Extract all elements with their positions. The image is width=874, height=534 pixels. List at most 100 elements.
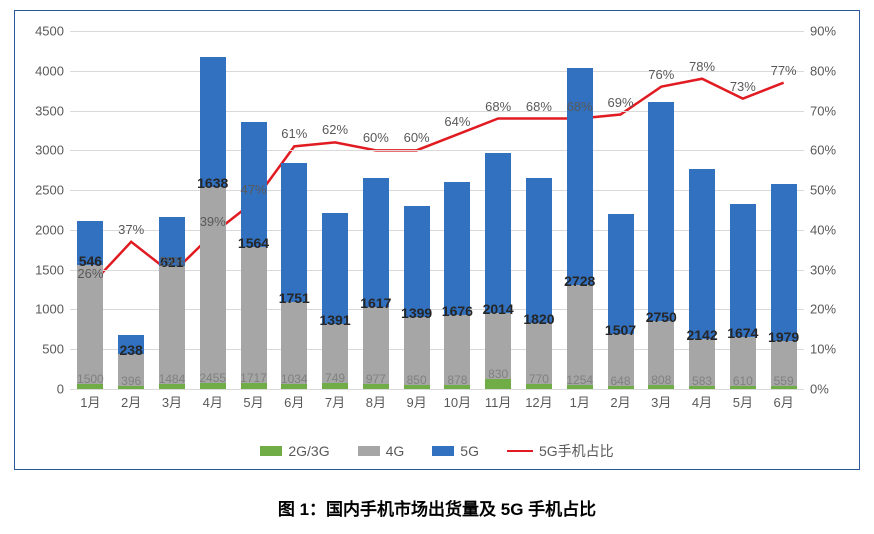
value-label-4g: 830 bbox=[488, 367, 508, 381]
pct-label: 61% bbox=[281, 126, 307, 141]
y-left-tick: 500 bbox=[42, 342, 70, 357]
x-tick: 6月 bbox=[284, 392, 304, 411]
value-label-4g: 648 bbox=[610, 374, 630, 388]
legend-item-4g: 4G bbox=[358, 441, 405, 461]
pct-label: 60% bbox=[363, 130, 389, 145]
bar-5g bbox=[485, 153, 511, 313]
value-label-5g: 1751 bbox=[279, 290, 310, 306]
pct-label: 69% bbox=[607, 95, 633, 110]
y-right-tick: 70% bbox=[804, 103, 836, 118]
y-right-tick: 90% bbox=[804, 24, 836, 39]
value-label-4g: 977 bbox=[366, 372, 386, 386]
y-left-tick: 1500 bbox=[35, 262, 70, 277]
pct-label: 76% bbox=[648, 67, 674, 82]
bar-5g bbox=[404, 206, 430, 317]
value-label-4g: 770 bbox=[529, 372, 549, 386]
pct-label: 77% bbox=[771, 63, 797, 78]
value-label-4g: 2455 bbox=[199, 371, 226, 385]
y-left-tick: 2000 bbox=[35, 222, 70, 237]
value-label-4g: 1034 bbox=[281, 372, 308, 386]
chart-caption: 图 1：国内手机市场出货量及 5G 手机占比 bbox=[0, 495, 874, 520]
pct-label: 64% bbox=[444, 114, 470, 129]
value-label-4g: 559 bbox=[774, 374, 794, 388]
y-right-tick: 50% bbox=[804, 183, 836, 198]
x-tick: 4月 bbox=[203, 392, 223, 411]
pct-label: 62% bbox=[322, 122, 348, 137]
value-label-4g: 396 bbox=[121, 374, 141, 388]
x-tick: 7月 bbox=[325, 392, 345, 411]
y-right-tick: 20% bbox=[804, 302, 836, 317]
pct-label: 37% bbox=[118, 222, 144, 237]
legend: 2G/3G 4G 5G 5G手机占比 bbox=[15, 441, 859, 461]
bar-5g bbox=[648, 102, 674, 321]
legend-label-4g: 4G bbox=[386, 443, 405, 459]
value-label-5g: 1676 bbox=[442, 303, 473, 319]
bar-5g bbox=[281, 163, 307, 302]
pct-label: 68% bbox=[526, 99, 552, 114]
x-tick: 8月 bbox=[366, 392, 386, 411]
y-left-tick: 2500 bbox=[35, 183, 70, 198]
swatch-5g bbox=[432, 446, 454, 456]
x-tick: 10月 bbox=[444, 392, 471, 411]
y-left-tick: 3500 bbox=[35, 103, 70, 118]
y-left-tick: 4500 bbox=[35, 24, 70, 39]
bar-4g bbox=[159, 266, 185, 384]
y-right-tick: 10% bbox=[804, 342, 836, 357]
bar-5g bbox=[444, 182, 470, 315]
y-left-tick: 1000 bbox=[35, 302, 70, 317]
swatch-2g3g bbox=[260, 446, 282, 456]
y-left-tick: 3000 bbox=[35, 143, 70, 158]
value-label-4g: 749 bbox=[325, 371, 345, 385]
legend-label-5g: 5G bbox=[460, 443, 479, 459]
x-tick: 11月 bbox=[485, 392, 512, 411]
x-tick: 5月 bbox=[733, 392, 753, 411]
swatch-4g bbox=[358, 446, 380, 456]
y-right-tick: 40% bbox=[804, 222, 836, 237]
value-label-5g: 1674 bbox=[727, 325, 758, 341]
x-tick: 3月 bbox=[651, 392, 671, 411]
y-left-tick: 4000 bbox=[35, 63, 70, 78]
legend-label-2g3g: 2G/3G bbox=[288, 443, 329, 459]
value-label-4g: 808 bbox=[651, 373, 671, 387]
pct-label: 78% bbox=[689, 59, 715, 74]
y-right-tick: 30% bbox=[804, 262, 836, 277]
chart-frame: 0500100015002000250030003500400045000%10… bbox=[0, 0, 874, 534]
value-label-5g: 2728 bbox=[564, 273, 595, 289]
legend-item-2g3g: 2G/3G bbox=[260, 441, 329, 461]
y-right-tick: 60% bbox=[804, 143, 836, 158]
bar-5g bbox=[322, 213, 348, 324]
value-label-4g: 583 bbox=[692, 374, 712, 388]
y-right-tick: 0% bbox=[804, 382, 829, 397]
value-label-5g: 1820 bbox=[523, 311, 554, 327]
pct-label: 39% bbox=[200, 214, 226, 229]
y-right-tick: 80% bbox=[804, 63, 836, 78]
x-tick: 9月 bbox=[406, 392, 426, 411]
x-tick: 12月 bbox=[525, 392, 552, 411]
value-label-5g: 1399 bbox=[401, 305, 432, 321]
value-label-5g: 1638 bbox=[197, 175, 228, 191]
chart-box: 0500100015002000250030003500400045000%10… bbox=[14, 10, 860, 470]
bar-5g bbox=[608, 214, 634, 334]
x-tick: 2月 bbox=[610, 392, 630, 411]
value-label-4g: 1500 bbox=[77, 372, 104, 386]
plot-area: 0500100015002000250030003500400045000%10… bbox=[70, 31, 804, 389]
value-label-5g: 2750 bbox=[646, 309, 677, 325]
swatch-line bbox=[507, 450, 533, 452]
pct-label: 73% bbox=[730, 79, 756, 94]
x-tick: 6月 bbox=[773, 392, 793, 411]
bar-5g bbox=[771, 184, 797, 341]
x-tick: 5月 bbox=[243, 392, 263, 411]
x-tick: 2月 bbox=[121, 392, 141, 411]
bar-5g bbox=[730, 204, 756, 337]
value-label-5g: 1617 bbox=[360, 295, 391, 311]
x-tick: 3月 bbox=[162, 392, 182, 411]
bar-5g bbox=[363, 178, 389, 307]
bar-5g bbox=[689, 169, 715, 339]
value-label-5g: 2142 bbox=[686, 327, 717, 343]
pct-label: 26% bbox=[77, 266, 103, 281]
value-label-5g: 1564 bbox=[238, 235, 269, 251]
bar-5g bbox=[526, 178, 552, 323]
pct-label: 60% bbox=[404, 130, 430, 145]
pct-label: 47% bbox=[240, 182, 266, 197]
x-tick: 1月 bbox=[570, 392, 590, 411]
